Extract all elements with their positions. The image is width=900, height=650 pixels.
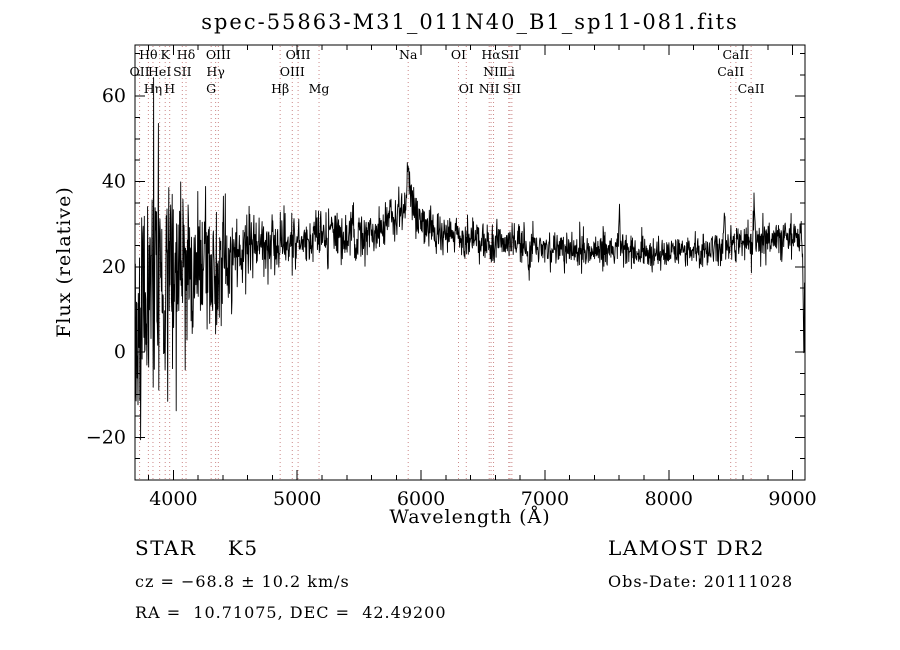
svg-text:Li: Li [503,64,515,79]
object-class-label: STAR K5 [135,536,259,560]
svg-text:OIII: OIII [280,64,305,79]
svg-text:Hη: Hη [144,81,162,96]
svg-text:CaII: CaII [722,47,749,62]
svg-text:Mg: Mg [309,81,330,96]
svg-text:NII: NII [479,81,500,96]
svg-text:SII: SII [173,64,192,79]
svg-text:6000: 6000 [397,488,445,510]
svg-text:Hθ: Hθ [139,47,157,62]
svg-text:0: 0 [114,341,126,363]
svg-text:CaII: CaII [717,64,744,79]
svg-text:7000: 7000 [521,488,569,510]
axes: 4000 5000 6000 7000 8000 9000 −20 0 20 40 60 [86,44,817,510]
svg-text:H: H [164,81,175,96]
svg-text:5000: 5000 [273,488,321,510]
svg-text:4000: 4000 [149,488,197,510]
svg-text:G: G [206,81,216,96]
svg-text:SII: SII [503,81,522,96]
y-axis-label: Flux (relative) [53,186,75,338]
svg-text:Hβ: Hβ [271,81,289,96]
svg-text:Hδ: Hδ [177,47,195,62]
svg-text:40: 40 [102,170,126,192]
obs-date-label: Obs-Date: 20111028 [608,572,794,591]
svg-text:−20: −20 [86,426,126,448]
svg-text:CaII: CaII [738,81,765,96]
svg-text:20: 20 [102,256,126,278]
svg-text:60: 60 [102,85,126,107]
spectrum-trace [134,77,806,441]
svg-text:SII: SII [501,47,520,62]
svg-text:OI: OI [459,81,474,96]
svg-text:NII: NII [483,64,504,79]
svg-text:9000: 9000 [768,488,816,510]
coordinates-label: RA = 10.71075, DEC = 42.49200 [135,603,447,622]
radial-velocity-label: cz = −68.8 ± 10.2 km/s [135,572,350,591]
svg-text:Na: Na [399,47,418,62]
svg-text:OIII: OIII [206,47,231,62]
x-axis-label: Wavelength (Å) [389,506,551,528]
svg-text:OIII: OIII [286,47,311,62]
svg-text:K: K [161,47,171,62]
svg-text:Hα: Hα [481,47,501,62]
svg-text:Hγ: Hγ [206,64,224,79]
plot-title: spec-55863-M31_011N40_B1_sp11-081.fits [201,10,739,34]
svg-text:HeI: HeI [148,64,171,79]
svg-text:OI: OI [451,47,466,62]
svg-text:8000: 8000 [645,488,693,510]
survey-release-label: LAMOST DR2 [608,536,765,560]
svg-text:OII: OII [130,64,150,79]
